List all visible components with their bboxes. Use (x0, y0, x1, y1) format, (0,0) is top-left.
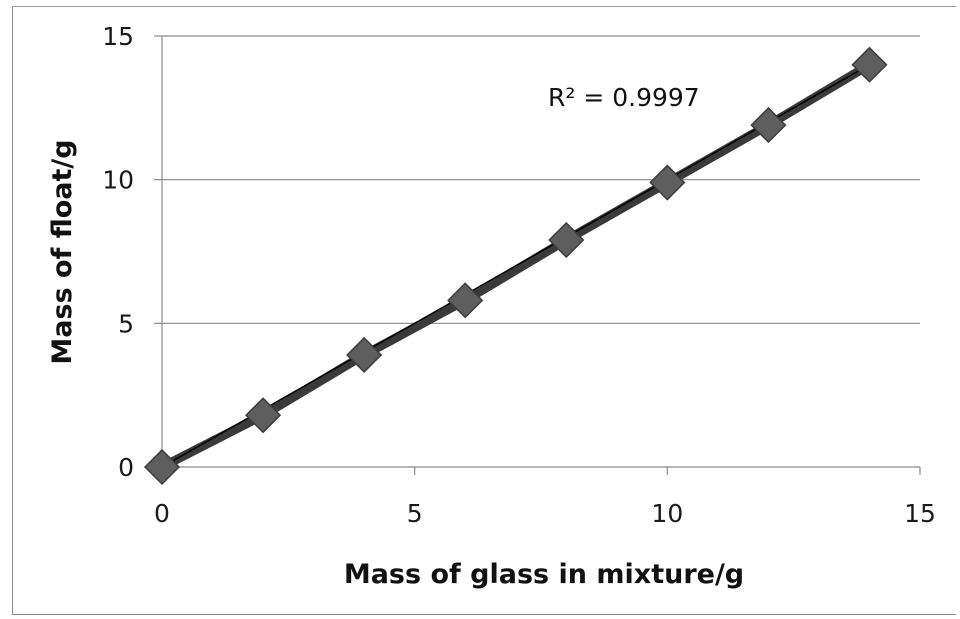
gridlines (162, 35, 920, 324)
x-tick-label: 10 (651, 499, 683, 528)
y-tick-label: 0 (118, 453, 134, 482)
series-line (157, 60, 874, 472)
data-point (649, 164, 686, 201)
data-point (245, 397, 282, 434)
x-tick-label: 5 (407, 499, 423, 528)
y-axis-title: Mass of float/g (47, 139, 78, 364)
trendline (161, 64, 870, 468)
data-point (143, 448, 181, 486)
tick-labels: 0 5 10 15 0 5 10 15 (102, 22, 936, 528)
data-point (548, 221, 585, 259)
y-tick-label: 15 (102, 22, 134, 51)
data-point (346, 336, 383, 374)
data-points (143, 46, 888, 486)
data-series (157, 60, 874, 472)
y-tick-label: 10 (102, 166, 134, 195)
x-tick-label: 0 (154, 499, 170, 528)
x-axis-title: Mass of glass in mixture/g (344, 559, 744, 590)
axes (154, 35, 921, 475)
data-point (750, 107, 787, 144)
data-point (447, 282, 484, 319)
chart-frame (12, 6, 956, 615)
r-squared-annotation: R² = 0.9997 (548, 83, 700, 112)
x-tick-label: 15 (904, 499, 936, 528)
y-tick-label: 5 (118, 309, 134, 338)
data-point (851, 46, 888, 83)
